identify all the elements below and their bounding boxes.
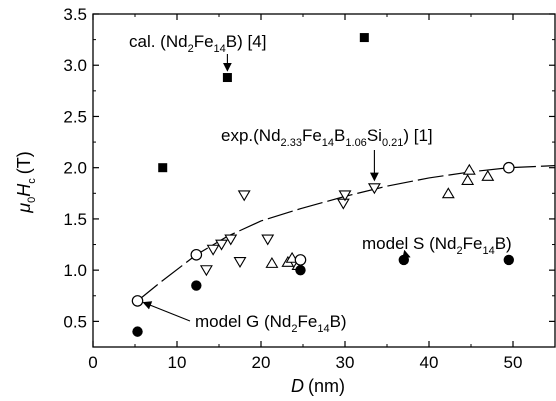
annotation-model-s-part: model S (Nd xyxy=(362,234,456,253)
annotation-model-g-subscript: 14 xyxy=(317,323,329,335)
y-tick-label: 1.5 xyxy=(63,210,87,229)
annotation-cal-part: cal. (Nd xyxy=(129,32,188,51)
annotation-cal-subscript: 2 xyxy=(188,43,194,55)
x-axis-title: D (nm) xyxy=(291,376,345,396)
filled-square-point xyxy=(158,163,168,173)
y-tick-label: 1.0 xyxy=(63,261,87,280)
annotation-model-g-subscript: 2 xyxy=(291,323,297,335)
open-circle-point xyxy=(502,161,515,174)
open-triangle-down-point xyxy=(199,265,213,277)
open-triangle-down-point xyxy=(206,244,220,256)
open-triangle-down-point xyxy=(367,183,381,195)
annotation-model-s: model S (Nd2Fe14B) xyxy=(362,234,512,257)
filled-circle-point xyxy=(132,326,143,337)
annotations: cal. (Nd2Fe14B) [4]exp.(Nd2.33Fe14B1.06S… xyxy=(129,32,512,335)
annotation-model-g-part: B) xyxy=(330,312,347,331)
annotation-exp-subscript: 14 xyxy=(322,137,334,149)
open-circle-point xyxy=(190,248,203,261)
annotation-exp-subscript: 1.06 xyxy=(345,137,366,149)
y-axis-H: H xyxy=(14,183,34,197)
fit-curve-layer xyxy=(137,165,556,302)
filled-circle-point xyxy=(295,264,306,276)
annotation-cal-part: Fe xyxy=(194,32,214,51)
annotation-model-g: model G (Nd2Fe14B) xyxy=(195,312,347,335)
filled-circle-point xyxy=(503,254,514,266)
annotation-model-s-part: Fe xyxy=(463,234,483,253)
annotation-exp-part: B xyxy=(334,126,345,145)
plot-frame xyxy=(92,13,556,348)
data-marks xyxy=(131,33,515,337)
filled-square-point xyxy=(222,73,232,83)
y-tick-label: 0.5 xyxy=(63,312,87,331)
annotation-exp-part: ) [1] xyxy=(403,126,432,145)
open-triangle-up-point xyxy=(461,173,475,185)
open-circle-point xyxy=(294,254,307,266)
x-tick-label: 10 xyxy=(168,353,187,372)
open-triangle-up-point xyxy=(481,169,495,181)
annotation-cal-part: B) [4] xyxy=(226,32,267,51)
annotation-model-s-part: B) xyxy=(495,234,512,253)
annotation-exp-part: exp.(Nd xyxy=(221,126,281,145)
y-axis-unit: (T) xyxy=(14,151,34,174)
y-axis-mu: μ xyxy=(14,203,34,214)
x-axis-unit: (nm) xyxy=(308,376,345,396)
open-triangle-up-point xyxy=(265,256,279,268)
annotation-cal: cal. (Nd2Fe14B) [4] xyxy=(129,32,266,55)
annotation-exp-part: Fe xyxy=(302,126,322,145)
x-tick-label: 50 xyxy=(504,353,523,372)
open-triangle-down-point xyxy=(261,234,275,246)
x-axis-var: D xyxy=(291,376,304,396)
open-triangle-down-point xyxy=(237,190,251,202)
y-axis-title: μ0Hc (T) xyxy=(14,151,38,213)
x-tick-label: 0 xyxy=(88,353,97,372)
y-tick-label: 3.5 xyxy=(63,5,87,24)
x-tick-label: 30 xyxy=(336,353,355,372)
open-circle-point xyxy=(131,295,144,307)
open-triangle-down-point xyxy=(336,198,350,210)
annotation-exp-subscript: 2.33 xyxy=(281,137,302,149)
y-axis-mu-sub: 0 xyxy=(26,197,38,203)
open-triangle-up-point xyxy=(441,187,455,199)
open-triangle-up-point xyxy=(462,163,476,175)
annotation-model-g-part: model G (Nd xyxy=(195,312,291,331)
open-triangle-down-point xyxy=(338,190,352,202)
annotation-cal-subscript: 14 xyxy=(214,43,226,55)
annotation-model-s-subscript: 2 xyxy=(456,245,462,257)
x-tick-label: 40 xyxy=(420,353,439,372)
axes: 0 10 20 30 40 50 0.5 1.0 1.5 2.0 2.5 3.0 3.5 xyxy=(63,5,555,372)
annotation-exp-subscript: 0.21 xyxy=(382,137,403,149)
filled-circle-point xyxy=(398,254,409,266)
annotation-model-s-subscript: 14 xyxy=(482,245,494,257)
annotation-exp-part: Si xyxy=(367,126,382,145)
filled-circle-point xyxy=(191,280,202,291)
y-axis-H-sub: c xyxy=(26,178,38,184)
open-triangle-down-point xyxy=(215,239,228,251)
filled-square-point xyxy=(359,33,369,43)
open-triangle-down-point xyxy=(224,234,238,246)
x-tick-label: 20 xyxy=(252,353,271,372)
y-tick-label: 2.5 xyxy=(63,107,87,126)
fit-curve xyxy=(137,165,556,302)
y-tick-label: 2.0 xyxy=(63,159,87,178)
annotation-exp: exp.(Nd2.33Fe14B1.06Si0.21) [1] xyxy=(221,126,433,149)
annotation-model-g-part: Fe xyxy=(298,312,318,331)
annotation-model-g-arrow xyxy=(142,301,191,322)
y-tick-label: 3.0 xyxy=(63,56,87,75)
open-triangle-down-point xyxy=(233,257,247,268)
annotation-model-s-arrow xyxy=(402,249,411,260)
